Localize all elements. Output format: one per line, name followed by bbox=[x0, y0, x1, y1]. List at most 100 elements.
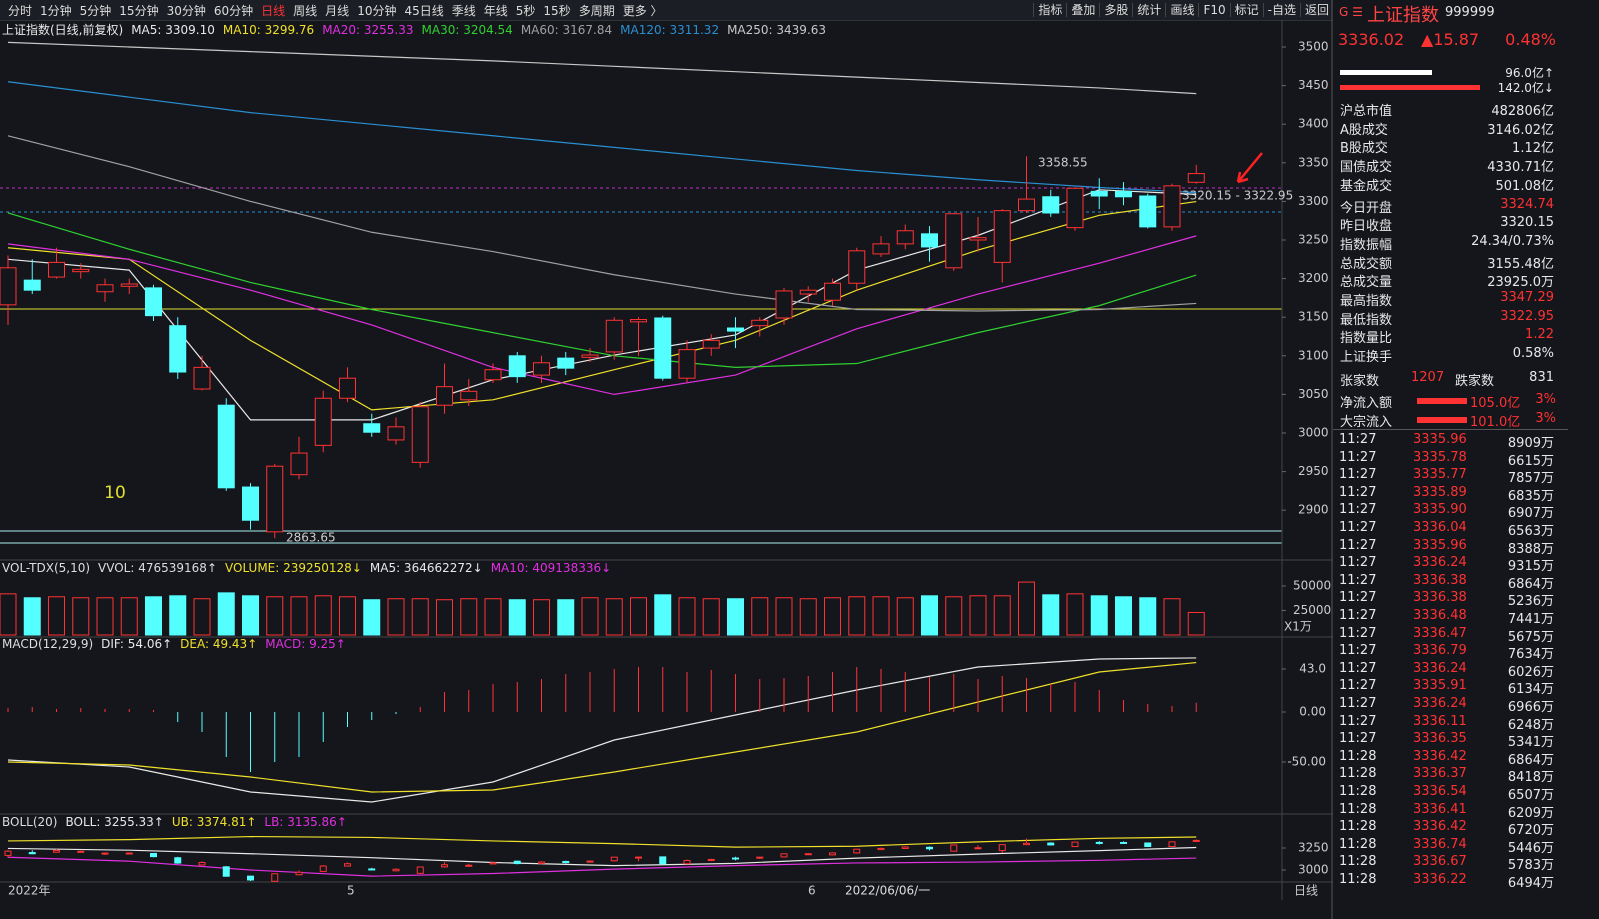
volume-bar bbox=[775, 597, 793, 636]
volume-bar bbox=[1187, 611, 1205, 636]
candle-body bbox=[198, 862, 206, 866]
period[interactable]: 1分钟 bbox=[40, 4, 72, 18]
period[interactable]: 多周期 bbox=[578, 4, 615, 18]
candle-body bbox=[242, 486, 259, 521]
volume-bar bbox=[411, 598, 429, 636]
tick-volume: 7441万 bbox=[1507, 612, 1554, 627]
candle-body bbox=[363, 423, 381, 433]
button[interactable]: 多股 bbox=[1099, 3, 1133, 17]
period[interactable]: 季线 bbox=[451, 4, 476, 18]
candle-body bbox=[993, 210, 1011, 263]
tick-time: 11:27 bbox=[1339, 590, 1377, 606]
legend-item: MA30: 3204.54 bbox=[421, 23, 513, 37]
label: 跌家数 bbox=[1455, 374, 1495, 389]
y-tick-label: 3400 bbox=[1298, 117, 1329, 131]
volume-bar bbox=[217, 592, 235, 636]
candle-body bbox=[853, 848, 861, 854]
tick-time: 11:28 bbox=[1339, 766, 1377, 782]
button[interactable]: 返回 bbox=[1299, 3, 1333, 17]
candle-body bbox=[339, 377, 356, 399]
volume-bar bbox=[605, 598, 623, 636]
label: 大宗流入 bbox=[1340, 415, 1393, 430]
candle-body bbox=[222, 866, 230, 877]
period[interactable]: 45日线 bbox=[404, 4, 444, 18]
candle-body bbox=[169, 325, 187, 373]
candle-body bbox=[23, 279, 41, 291]
tick-volume: 6026万 bbox=[1507, 664, 1554, 680]
button[interactable]: 统计 bbox=[1132, 3, 1166, 17]
tick-price: 3336.74 bbox=[1413, 836, 1467, 852]
candle-body bbox=[411, 406, 429, 463]
tick-volume: 6615万 bbox=[1507, 453, 1554, 469]
tick-time: 11:28 bbox=[1339, 872, 1377, 887]
legend: VOL-TDX(5,10) VVOL: 476539168↑ VOLUME: 239… bbox=[2, 561, 619, 575]
period[interactable]: 月线 bbox=[325, 4, 350, 18]
volume-bar bbox=[290, 596, 308, 636]
legend-item: MA5: 364662272↓ bbox=[369, 561, 483, 575]
button[interactable]: F10 bbox=[1198, 3, 1230, 17]
volume-bar bbox=[848, 596, 866, 636]
tick-price: 3336.38 bbox=[1413, 572, 1467, 588]
period[interactable]: 5秒 bbox=[515, 4, 536, 18]
tick-volume: 6494万 bbox=[1507, 876, 1554, 891]
period[interactable]: 年线 bbox=[483, 4, 508, 18]
button[interactable]: 画线 bbox=[1165, 3, 1199, 17]
value: 1207 bbox=[1411, 370, 1445, 385]
period[interactable]: 30分钟 bbox=[166, 4, 206, 18]
x-label: 2022年 bbox=[8, 884, 51, 898]
label: 张家数 bbox=[1340, 374, 1380, 389]
x-label: 2022/06/06/一 bbox=[845, 884, 930, 898]
price: 3336.02 bbox=[1338, 30, 1405, 49]
period[interactable]: 15秒 bbox=[543, 4, 571, 18]
tick-time: 11:28 bbox=[1339, 854, 1377, 870]
period[interactable]: 日线 bbox=[261, 4, 286, 18]
button[interactable]: -自选 bbox=[1262, 3, 1300, 17]
volume-bar bbox=[193, 598, 211, 636]
period[interactable]: 分时 bbox=[8, 4, 33, 18]
candle-body bbox=[290, 452, 308, 476]
value: 3% bbox=[1535, 392, 1556, 407]
candle-body bbox=[1115, 190, 1132, 198]
candle-body bbox=[557, 357, 575, 369]
tick-price: 3336.42 bbox=[1413, 819, 1467, 835]
tick-volume: 6248万 bbox=[1507, 717, 1554, 733]
candle-body bbox=[271, 873, 279, 882]
candle-body bbox=[683, 859, 691, 865]
legend: MACD(12,29,9) DIF: 54.06↑ DEA: 49.43↑ MACD:… bbox=[2, 637, 354, 651]
button[interactable]: 指标 bbox=[1033, 3, 1067, 17]
buttons: 指标 叠加 多股 统计 画线 F10 标记 -自选 返回 bbox=[1033, 0, 1333, 20]
period[interactable]: 周线 bbox=[293, 4, 318, 18]
stat-value: 3155.48亿 bbox=[1487, 256, 1554, 272]
line bbox=[7, 135, 1197, 312]
period[interactable]: 60分钟 bbox=[213, 4, 254, 18]
tick-volume: 8909万 bbox=[1507, 436, 1554, 451]
candle-body bbox=[1071, 841, 1079, 848]
candle-body bbox=[72, 268, 90, 273]
candle-body bbox=[1163, 185, 1181, 228]
candle-body bbox=[436, 386, 453, 406]
period[interactable]: 更多 〉 bbox=[622, 4, 663, 18]
candle-body bbox=[751, 319, 769, 327]
y-tick-label: 3450 bbox=[1298, 78, 1329, 92]
tick-time: 11:27 bbox=[1339, 432, 1377, 447]
candle-body bbox=[1144, 842, 1152, 848]
stat-label: 基金成交 bbox=[1340, 178, 1393, 194]
legend-item: VOLUME: 239250128↓ bbox=[225, 561, 362, 575]
period[interactable]: 10分钟 bbox=[357, 4, 397, 18]
candle-body bbox=[0, 267, 17, 306]
candle-body bbox=[877, 847, 885, 851]
volume-bar bbox=[23, 597, 41, 636]
candle-body bbox=[513, 860, 521, 865]
legend: BOLL(20) BOLL: 3255.33↑ UB: 3374.81↑ LB: 31… bbox=[2, 815, 355, 829]
tick-price: 3336.37 bbox=[1413, 766, 1467, 782]
button[interactable]: 叠加 bbox=[1066, 3, 1100, 17]
tick-time: 11:27 bbox=[1339, 660, 1377, 676]
period[interactable]: 5分钟 bbox=[79, 4, 112, 18]
period[interactable]: 15分钟 bbox=[119, 4, 159, 18]
tick-time: 11:27 bbox=[1339, 713, 1377, 729]
tick-volume: 8418万 bbox=[1507, 770, 1554, 786]
button[interactable]: 标记 bbox=[1229, 3, 1263, 17]
x-label: 日线 bbox=[1294, 884, 1318, 898]
value: 831 bbox=[1529, 370, 1554, 385]
x-label: 6 bbox=[808, 884, 816, 898]
